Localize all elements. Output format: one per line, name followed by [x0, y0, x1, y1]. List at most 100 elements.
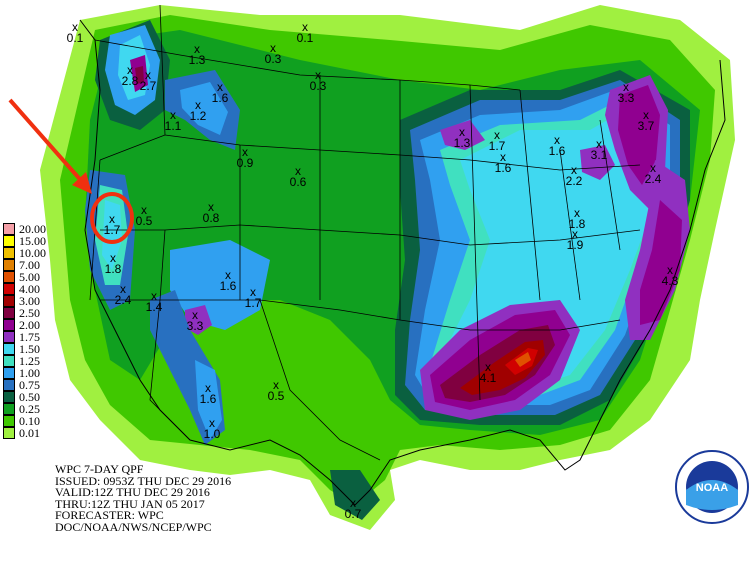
point-value-label: 0.9 [237, 156, 254, 170]
point-value-label: 0.5 [136, 214, 153, 228]
point-value-label: 1.0 [204, 427, 221, 441]
point-marker: x [273, 378, 279, 392]
point-marker: x [485, 360, 491, 374]
legend-row: 3.00 [3, 295, 53, 307]
point-marker: x [554, 133, 560, 147]
info-issued: ISSUED: 0953Z THU DEC 29 2016 [55, 473, 232, 488]
annotation-arrow [8, 98, 92, 194]
point-value-label: 0.1 [67, 31, 84, 45]
legend-swatch [3, 379, 15, 391]
point-value-label: 1.3 [189, 53, 206, 67]
point-value-label: 1.6 [200, 392, 217, 406]
legend-label: 10.00 [19, 246, 46, 260]
point-marker: x [572, 227, 578, 241]
point-marker: x [217, 80, 223, 94]
point-value-label: 1.7 [104, 223, 121, 237]
point-value-label: 0.6 [290, 175, 307, 189]
point-value-label: 0.3 [265, 52, 282, 66]
point-value-label: 1.6 [549, 144, 566, 158]
legend-swatch [3, 319, 15, 331]
point-value-label: 0.5 [268, 389, 285, 403]
point-value-label: 1.7 [245, 296, 262, 310]
noaa-logo: NOAA [675, 450, 749, 524]
legend-label: 0.10 [19, 414, 40, 428]
legend-row: 1.00 [3, 367, 53, 379]
legend: 20.00 15.00 10.00 7.00 5.00 4.00 3.00 2.50 2.00 1… [3, 223, 53, 439]
point-value-label: 2.2 [566, 174, 583, 188]
point-marker: x [500, 150, 506, 164]
precip-field-1.75-lakes [440, 120, 485, 150]
legend-label: 5.00 [19, 270, 40, 284]
legend-swatch [3, 247, 15, 259]
point-marker: x [192, 308, 198, 322]
annotation-circle [90, 192, 134, 244]
legend-swatch [3, 235, 15, 247]
point-marker: x [315, 68, 321, 82]
coastline [79, 19, 726, 506]
point-value-label: 0.3 [310, 79, 327, 93]
precip-field-5.00-se [515, 352, 531, 367]
point-value-label: 0.8 [203, 211, 220, 225]
legend-row: 0.75 [3, 379, 53, 391]
point-marker: x [195, 98, 201, 112]
point-marker: x [170, 108, 176, 122]
legend-swatch [3, 391, 15, 403]
precip-field-1.75-ohio [580, 145, 615, 180]
point-marker: x [494, 128, 500, 142]
point-marker: x [596, 137, 602, 151]
noaa-logo-text: NOAA [696, 482, 728, 494]
precip-field-2.50-nw [135, 66, 144, 84]
legend-swatch [3, 355, 15, 367]
point-marker: x [194, 42, 200, 56]
point-value-label: 3.1 [591, 148, 608, 162]
legend-label: 15.00 [19, 234, 46, 248]
precip-field-1.00-rockies [180, 82, 228, 135]
point-value-label: 0.7 [345, 507, 362, 521]
info-product: WPC 7-DAY QPF [55, 462, 144, 476]
legend-swatch [3, 415, 15, 427]
legend-label: 3.00 [19, 294, 40, 308]
point-marker: x [225, 268, 231, 282]
point-value-label: 1.6 [212, 91, 229, 105]
legend-label: 1.75 [19, 330, 40, 344]
point-value-label: 2.4 [645, 172, 662, 186]
legend-label: 1.00 [19, 366, 40, 380]
point-marker: x [270, 41, 276, 55]
point-marker: x [110, 251, 116, 265]
point-value-label: 1.9 [567, 238, 584, 252]
point-marker: x [623, 80, 629, 94]
precip-field-2.00-ne [618, 85, 660, 185]
point-marker: x [120, 282, 126, 296]
legend-row: 1.50 [3, 343, 53, 355]
point-marker: x [109, 212, 115, 226]
point-marker: x [250, 285, 256, 299]
point-marker: x [127, 63, 133, 77]
legend-swatch [3, 283, 15, 295]
point-marker: x [667, 263, 673, 277]
legend-row: 0.25 [3, 403, 53, 415]
legend-swatch [3, 271, 15, 283]
legend-row: 1.25 [3, 355, 53, 367]
precip-field-0.50-texas-coast [330, 470, 380, 520]
point-value-label: 2.8 [122, 74, 139, 88]
point-marker: x [209, 416, 215, 430]
point-value-label: 4.1 [480, 371, 497, 385]
legend-label: 0.25 [19, 402, 40, 416]
legend-label: 0.01 [19, 426, 40, 440]
point-value-label: 1.7 [489, 139, 506, 153]
point-value-label: 1.8 [569, 217, 586, 231]
point-value-label: 3.3 [618, 91, 635, 105]
legend-swatch [3, 367, 15, 379]
legend-label: 7.00 [19, 258, 40, 272]
info-source: DOC/NOAA/NWS/NCEP/WPC [55, 519, 212, 534]
point-marker: x [72, 20, 78, 34]
point-value-label: 1.8 [105, 262, 122, 276]
legend-label: 4.00 [19, 282, 40, 296]
point-marker: x [650, 161, 656, 175]
legend-row: 0.01 [3, 427, 53, 439]
legend-row: 15.00 [3, 235, 53, 247]
legend-swatch [3, 307, 15, 319]
point-marker: x [208, 200, 214, 214]
